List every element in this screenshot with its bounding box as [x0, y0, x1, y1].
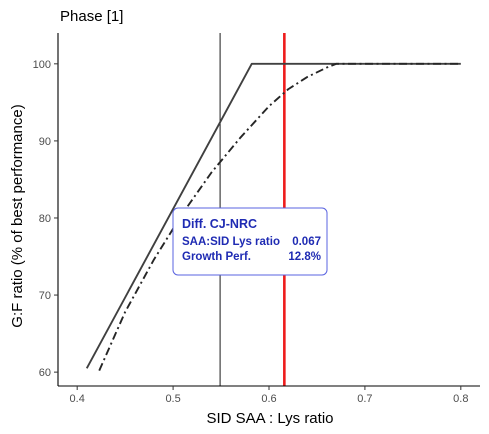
- annotation-value: 12.8%: [288, 251, 321, 263]
- annotation-title: Diff. CJ-NRC: [182, 217, 257, 231]
- x-tick-label: 0.7: [357, 393, 372, 405]
- series-line-2: [98, 62, 461, 371]
- series-line-1: [85, 62, 461, 369]
- annotation-box: Diff. CJ-NRC SAA:SID Lys ratio 0.067 Growth…: [172, 207, 328, 276]
- x-tick-label: 0.8: [453, 393, 468, 405]
- chart-title: Phase [1]: [60, 8, 123, 25]
- annotation-value: 0.067: [292, 236, 321, 248]
- x-tick-label: 0.6: [261, 393, 276, 405]
- axes: 0.4 0.5 0.6 0.7 0.8 60 70 80 90 100: [33, 33, 480, 405]
- y-tick-label: 80: [39, 213, 51, 225]
- y-tick-label: 90: [39, 136, 51, 148]
- x-axis-title: SID SAA : Lys ratio: [207, 410, 334, 427]
- y-axis-title: G:F ratio (% of best performance): [9, 104, 26, 327]
- x-tick-label: 0.4: [70, 393, 85, 405]
- y-tick-label: 100: [33, 59, 51, 71]
- y-tick-label: 60: [39, 367, 51, 379]
- annotation-frame: [172, 207, 328, 276]
- x-tick-label: 0.5: [165, 393, 180, 405]
- y-tick-label: 70: [39, 290, 51, 302]
- annotation-label: SAA:SID Lys ratio: [182, 236, 280, 248]
- annotation-label: Growth Perf.: [182, 251, 251, 263]
